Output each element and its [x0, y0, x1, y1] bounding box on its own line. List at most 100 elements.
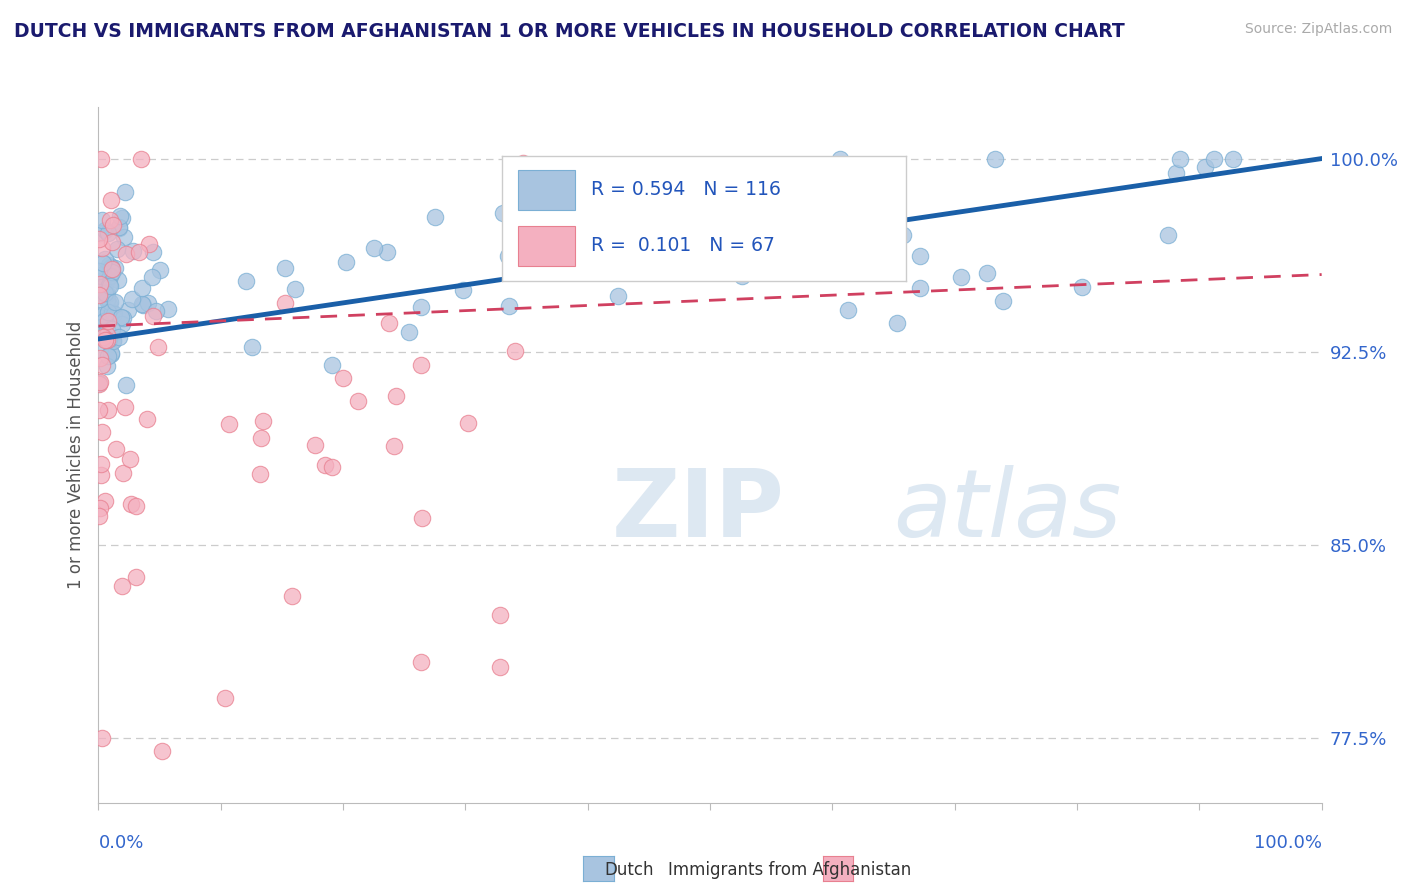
Point [111, 317, 134, 331]
Point [104, 442, 127, 457]
Point [578, 232, 600, 246]
Point [136, 296, 159, 310]
Point [89, 263, 111, 277]
Point [250, 431, 273, 445]
Text: DUTCH VS IMMIGRANTS FROM AFGHANISTAN 1 OR MORE VEHICLES IN HOUSEHOLD CORRELATION: DUTCH VS IMMIGRANTS FROM AFGHANISTAN 1 O… [14, 22, 1125, 41]
Point [142, 310, 165, 324]
Point [284, 282, 307, 296]
Point [90, 467, 112, 482]
Point [93, 223, 115, 237]
Point [218, 417, 240, 431]
Point [91, 268, 114, 282]
Point [101, 265, 124, 279]
Point [505, 344, 527, 359]
Point [107, 273, 129, 287]
Point [101, 333, 124, 347]
Point [242, 340, 264, 354]
Point [90, 152, 112, 166]
Point [1070, 280, 1092, 294]
Point [131, 280, 153, 294]
FancyBboxPatch shape [519, 169, 575, 210]
Point [142, 244, 165, 259]
Point [409, 358, 432, 372]
Point [651, 265, 673, 279]
Point [492, 206, 515, 220]
Point [97, 226, 120, 240]
Point [991, 293, 1014, 308]
Point [108, 221, 131, 235]
Point [409, 300, 432, 314]
Point [101, 218, 124, 232]
Point [908, 281, 931, 295]
Point [837, 303, 859, 318]
Point [145, 304, 167, 318]
Point [91, 256, 114, 270]
Point [120, 497, 142, 511]
Point [97, 349, 120, 363]
Text: Dutch: Dutch [605, 861, 654, 879]
Point [98, 258, 121, 272]
Point [103, 307, 125, 321]
Point [593, 212, 616, 227]
Point [950, 270, 973, 285]
Point [89, 501, 111, 516]
Point [96, 359, 118, 374]
Point [98, 269, 121, 284]
Point [96, 293, 118, 307]
Point [91, 330, 114, 344]
Point [125, 499, 148, 513]
Text: 100.0%: 100.0% [1254, 834, 1322, 852]
Point [89, 508, 111, 523]
Point [314, 458, 336, 472]
Point [827, 227, 849, 241]
Point [146, 340, 169, 354]
Point [120, 451, 142, 466]
Point [98, 213, 121, 227]
Point [100, 193, 122, 207]
Point [91, 213, 114, 227]
Point [363, 241, 385, 255]
Text: R = 0.594   N = 116: R = 0.594 N = 116 [591, 180, 780, 199]
Point [1222, 152, 1244, 166]
Point [335, 255, 357, 269]
Point [98, 295, 121, 310]
Text: ZIP: ZIP [612, 465, 785, 557]
Point [89, 376, 111, 390]
Point [90, 359, 112, 373]
Point [89, 277, 111, 291]
Point [1168, 152, 1191, 166]
Point [110, 210, 132, 224]
Point [131, 297, 153, 311]
Point [96, 334, 118, 348]
Point [375, 245, 398, 260]
Point [304, 437, 326, 451]
Point [96, 287, 118, 301]
Point [100, 346, 122, 360]
Point [607, 289, 630, 303]
Point [214, 691, 236, 706]
Point [89, 342, 111, 356]
FancyBboxPatch shape [519, 226, 575, 266]
Point [451, 283, 474, 297]
Point [252, 414, 274, 428]
Point [108, 330, 131, 344]
Point [138, 237, 160, 252]
Point [111, 211, 134, 226]
Point [90, 457, 112, 471]
Point [96, 327, 118, 342]
Point [908, 249, 931, 263]
Point [886, 316, 908, 330]
Point [111, 579, 134, 593]
Point [104, 294, 127, 309]
Point [766, 177, 789, 191]
Point [378, 316, 401, 330]
Point [98, 260, 121, 275]
Point [891, 227, 914, 242]
Point [90, 425, 112, 440]
Point [498, 299, 520, 313]
Point [101, 321, 124, 335]
Point [385, 389, 408, 403]
Point [409, 655, 432, 669]
Point [101, 262, 124, 277]
Point [89, 288, 111, 302]
